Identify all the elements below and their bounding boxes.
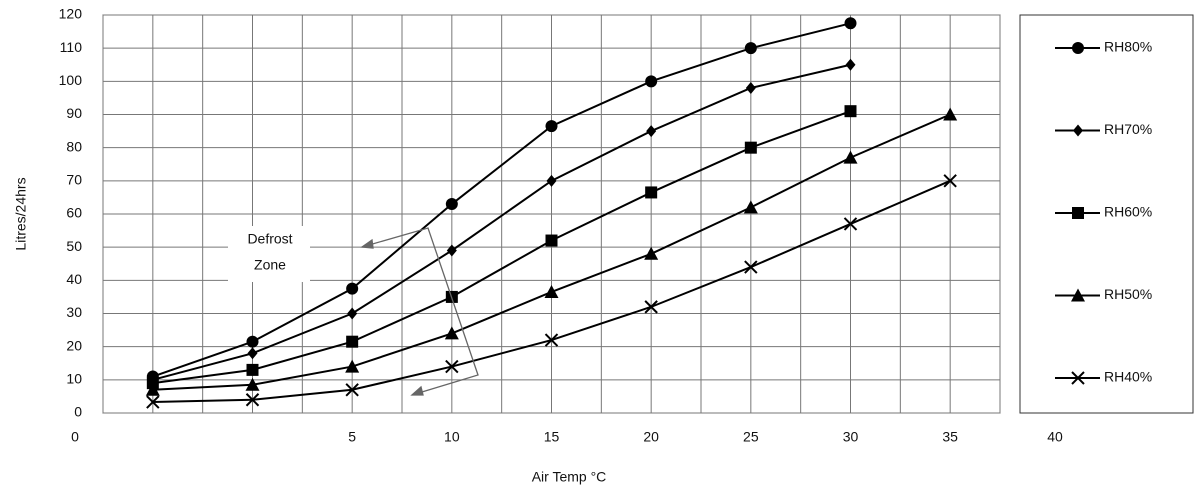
plot: 0 10 20 30 40 50 60 70 80 90 100 110 120 5 10 15 20 25 30 3… (59, 6, 1153, 445)
marker (347, 307, 358, 320)
x-tick-label: 10 (444, 429, 460, 445)
x-tick-label: 25 (743, 429, 759, 445)
y-axis-label: Litres/24hrs (13, 177, 29, 250)
y-tick-label: 20 (66, 337, 82, 353)
y-tick-label: 10 (66, 371, 82, 387)
marker (943, 174, 957, 188)
marker (444, 326, 459, 340)
x-tick-label: 5 (348, 429, 356, 445)
x-axis-label: Air Temp °C (532, 469, 607, 485)
marker (544, 284, 559, 298)
series-line (152, 22, 851, 378)
marker (743, 200, 758, 214)
annotation: Defrost (247, 231, 292, 247)
x-tick-label: 20 (643, 429, 659, 445)
marker (745, 81, 756, 94)
legend-label: RH50% (1104, 286, 1152, 302)
marker (843, 217, 858, 231)
legend-label: RH60% (1104, 204, 1152, 220)
marker (345, 359, 360, 373)
marker (545, 234, 558, 247)
marker (446, 244, 457, 257)
series-line (152, 63, 851, 381)
x-end-label: 0 (71, 429, 79, 445)
marker (146, 395, 160, 409)
annotation-box (228, 226, 310, 282)
legend-marker (1072, 42, 1084, 54)
marker (346, 282, 359, 295)
marker (645, 186, 658, 199)
marker (445, 198, 458, 211)
marker (644, 300, 658, 314)
marker (346, 335, 359, 348)
marker (245, 377, 260, 391)
marker (545, 120, 558, 133)
y-tick-label: 30 (66, 304, 82, 320)
marker (845, 58, 856, 71)
legend-label: RH70% (1104, 121, 1152, 137)
marker (844, 17, 857, 30)
x-tick-label: 15 (544, 429, 560, 445)
y-tick-label: 60 (66, 205, 82, 221)
legend-marker (1071, 371, 1085, 385)
x-end-label: 40 (1047, 429, 1063, 445)
y-tick-label: 110 (60, 39, 83, 55)
legend-label: RH40% (1104, 369, 1152, 385)
marker (646, 125, 657, 138)
marker (246, 363, 259, 376)
marker (645, 75, 658, 88)
legend-marker (1073, 124, 1083, 137)
marker (345, 383, 359, 397)
marker (544, 333, 559, 347)
marker (744, 260, 758, 274)
marker (744, 42, 757, 55)
marker (844, 105, 857, 118)
marker (145, 382, 160, 396)
legend-label: RH80% (1104, 39, 1152, 55)
y-tick-label: 80 (66, 138, 82, 154)
x-tick-label: 30 (843, 429, 859, 445)
marker (744, 141, 757, 154)
marker (245, 393, 260, 407)
y-tick-label: 40 (66, 271, 82, 287)
annotation: Zone (254, 257, 286, 273)
defrost-bracket (360, 227, 479, 396)
marker (445, 359, 459, 374)
marker (546, 174, 557, 187)
legend-box (1019, 14, 1194, 414)
y-tick-label: 120 (59, 6, 83, 22)
legend-marker (1071, 288, 1085, 302)
x-tick-label: 35 (942, 429, 958, 445)
y-tick-label: 100 (59, 72, 83, 88)
marker (943, 107, 958, 121)
marker (247, 347, 258, 360)
marker (644, 246, 659, 260)
y-tick-label: 70 (66, 172, 82, 188)
marker (843, 150, 858, 164)
series-line (152, 110, 851, 385)
y-tick-label: 0 (74, 404, 82, 420)
y-tick-label: 50 (66, 238, 82, 254)
marker (246, 335, 259, 348)
legend-marker (1072, 207, 1084, 219)
y-tick-label: 90 (66, 105, 82, 121)
